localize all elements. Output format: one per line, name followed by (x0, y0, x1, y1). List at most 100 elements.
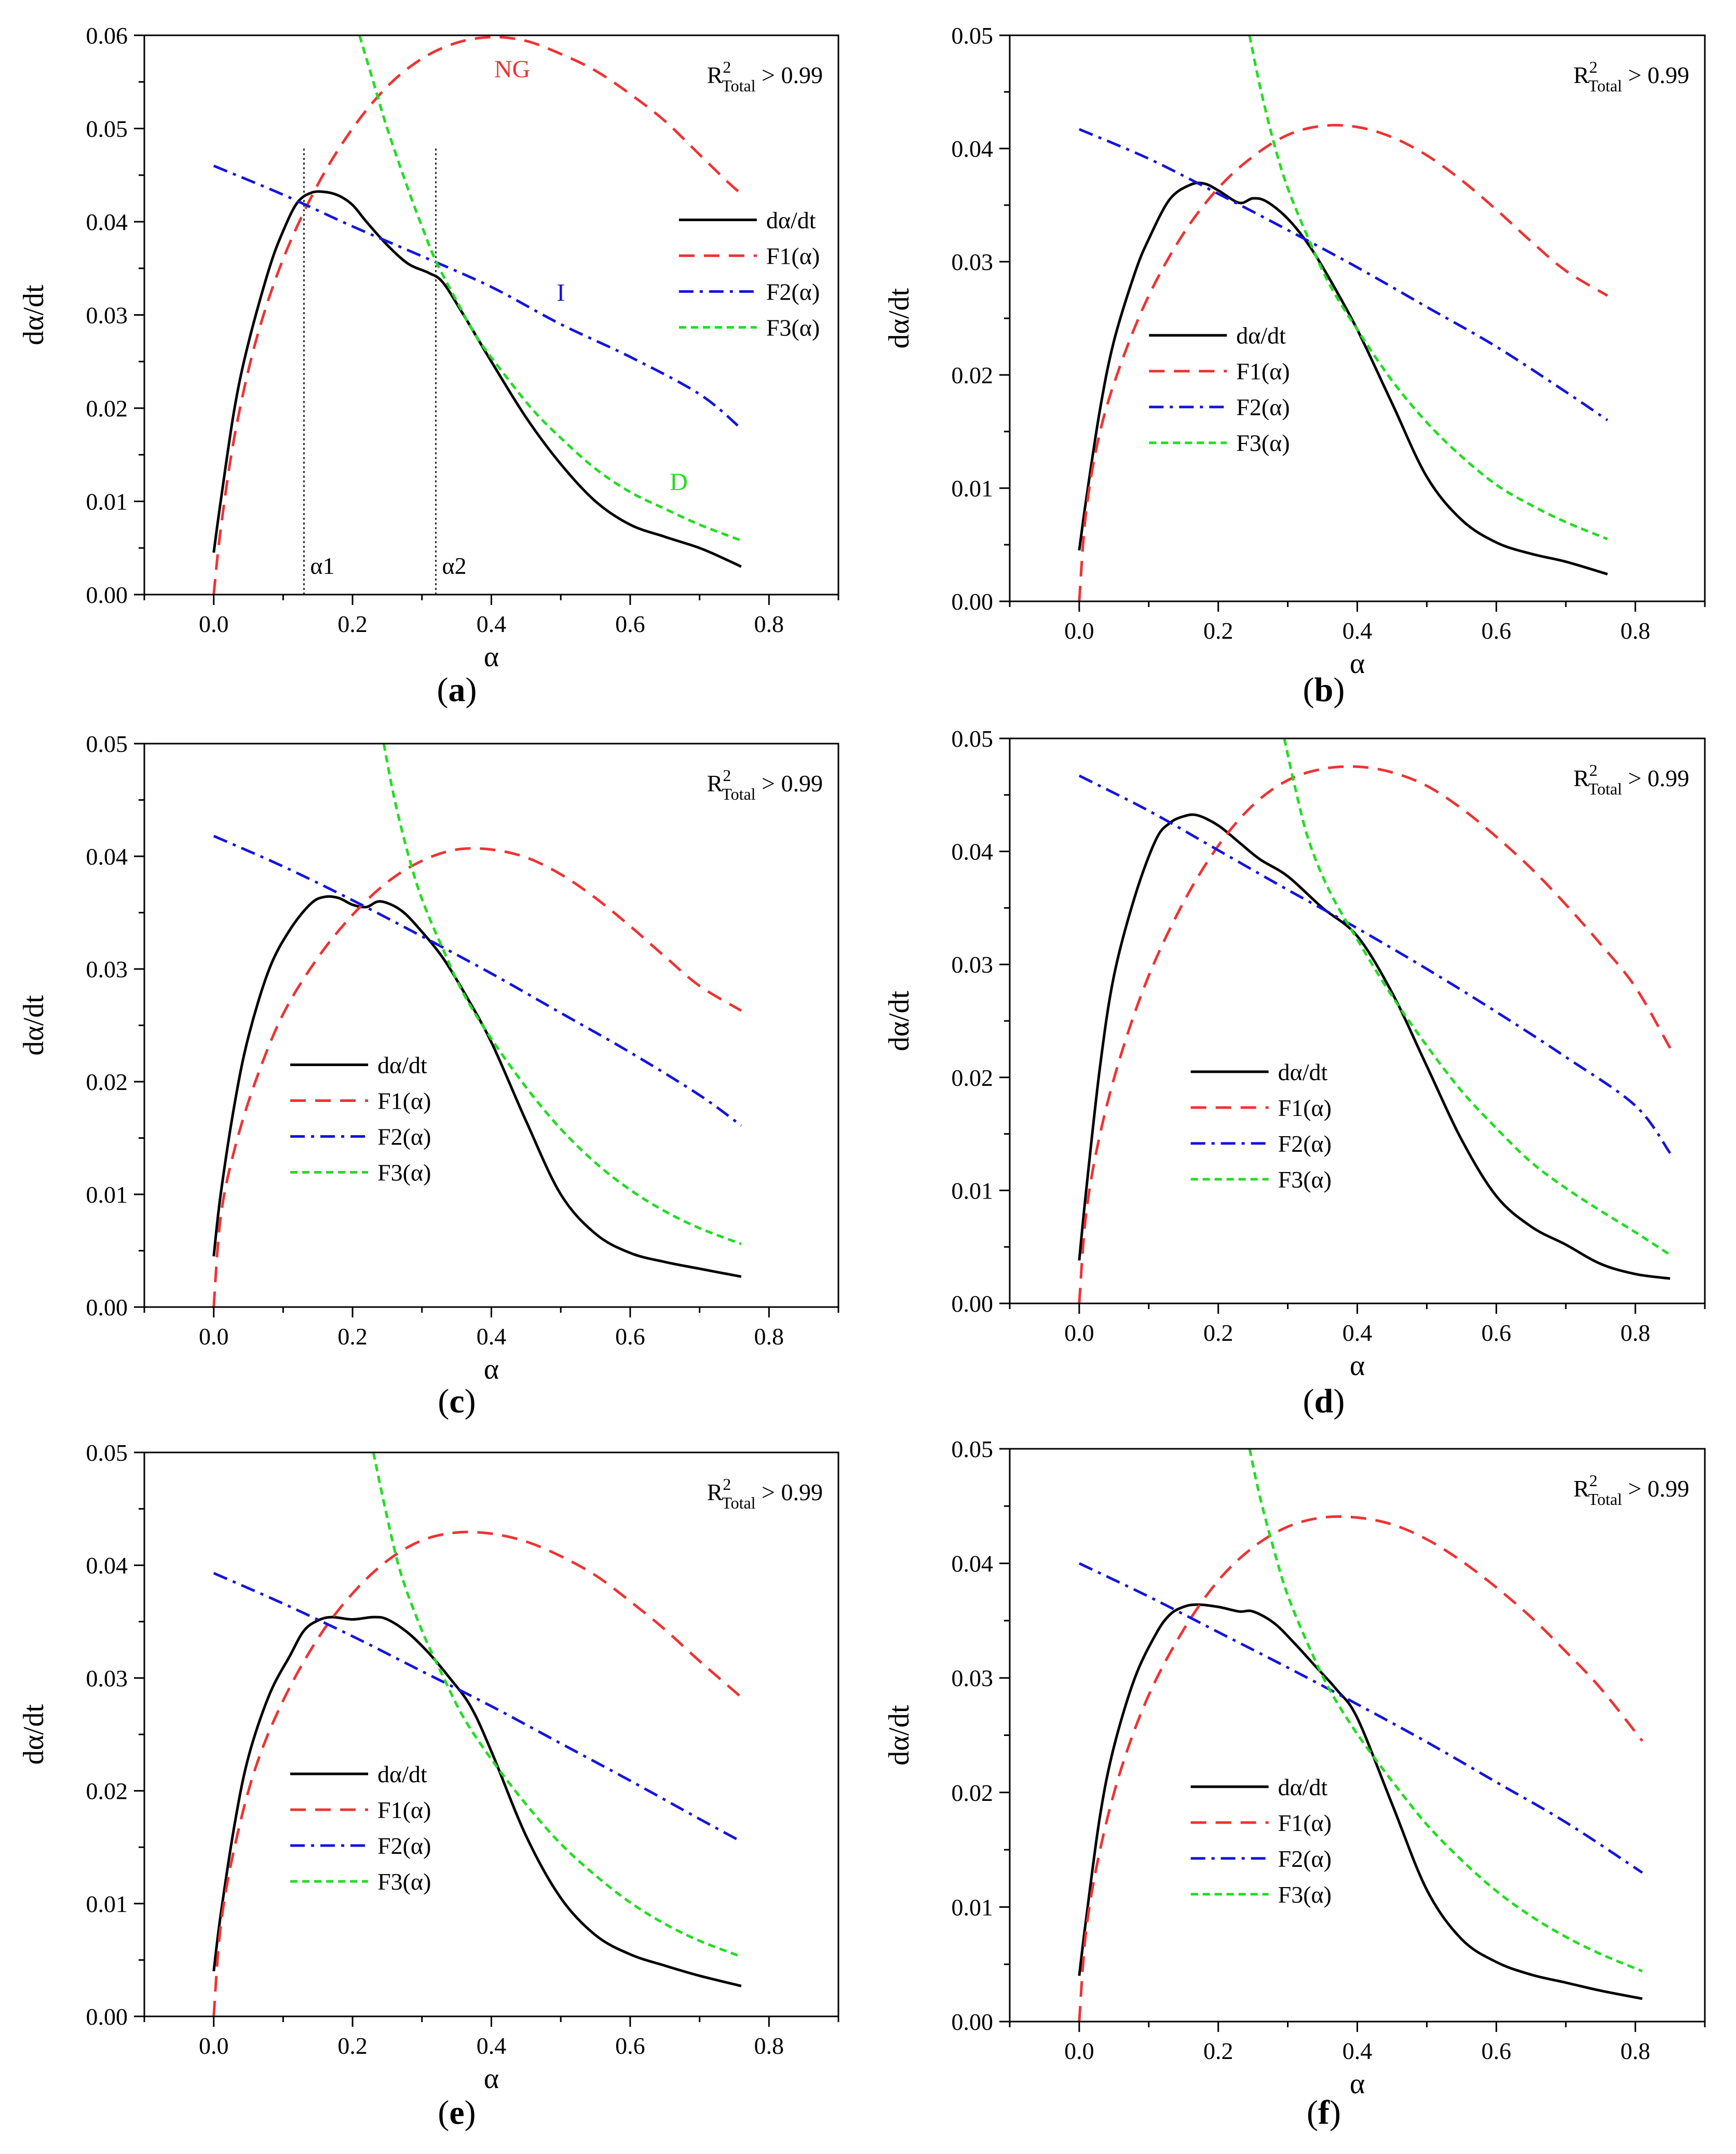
x-tick-label: 0.6 (615, 1323, 645, 1350)
series-group (1078, 738, 1672, 1303)
y-tick-label: 0.03 (952, 249, 994, 275)
y-tick-label: 0.05 (86, 731, 128, 757)
legend-label: dα/dt (377, 1761, 427, 1787)
x-tick-label: 0.2 (337, 2032, 368, 2059)
series-group (212, 744, 742, 1307)
legend-label: dα/dt (1236, 322, 1286, 349)
x-tick-label: 0.8 (754, 2032, 784, 2059)
x-tick-label: 0.4 (1342, 617, 1373, 644)
y-tick-label: 0.03 (952, 1665, 994, 1691)
f1-curve (1078, 124, 1608, 601)
legend-label: F3(α) (377, 1159, 431, 1186)
r2-prefix: R (1574, 765, 1590, 791)
data-curve (212, 190, 742, 568)
panel-caption: (b) (1303, 671, 1345, 709)
y-tick-label: 0.04 (952, 1551, 994, 1577)
f2-curve (1078, 128, 1608, 422)
r2-superscript: 2 (1589, 1471, 1597, 1490)
curve-annotation-i: I (557, 279, 565, 307)
caption-close-paren: ) (1333, 671, 1345, 709)
chart-panel-a: α1 α20.0 0.2 0.4 0.6 0.80.000.010.020.030.040… (18, 22, 839, 709)
x-tick-label: 0.8 (754, 611, 784, 637)
caption-close-paren: ) (465, 2094, 476, 2132)
legend: dα/dt F1(α) F2(α) F3(α) (1190, 1774, 1332, 1908)
f2-curve (213, 164, 742, 430)
f1-curve (212, 1530, 742, 2016)
legend-label: F3(α) (377, 1868, 431, 1895)
legend-label: F1(α) (1278, 1810, 1332, 1836)
y-tick-label: 0.04 (86, 209, 128, 235)
x-tick-label: 0.6 (1482, 2038, 1512, 2064)
x-axis-label: α (1350, 1350, 1365, 1382)
r2-subscript: Total (722, 1493, 755, 1512)
series-group (212, 1452, 742, 2016)
y-tick-label: 0.01 (952, 1894, 994, 1920)
legend-label: F2(α) (1278, 1130, 1332, 1157)
x-tick-label: 0.6 (1482, 1320, 1512, 1346)
x-tick-label: 0.8 (754, 1323, 784, 1350)
f2-curve (213, 834, 742, 1127)
legend-label: F2(α) (766, 278, 820, 305)
legend: dα/dt F1(α) F2(α) F3(α) (290, 1761, 431, 1895)
f1-curve (1078, 1515, 1644, 2022)
curve-annotation-ng: NG (494, 56, 530, 83)
caption-letter: f (1318, 2094, 1330, 2132)
r2-value: > 0.99 (1622, 62, 1689, 88)
f2-curve (1078, 774, 1672, 1154)
legend-label: F3(α) (1278, 1166, 1332, 1193)
r2-prefix: R (1574, 1475, 1590, 1502)
caption-open-paren: ( (1303, 1382, 1314, 1420)
x-tick-label: 0.8 (1620, 617, 1650, 644)
r2-prefix: R (707, 62, 723, 88)
legend-label: F3(α) (1236, 430, 1290, 456)
panel-caption: (f) (1307, 2094, 1341, 2132)
f3-curve (1283, 738, 1671, 1256)
x-axis-label: α (1350, 2068, 1365, 2100)
legend-label: F2(α) (1236, 394, 1290, 421)
r2-annotation: R2 Total > 0.99 (1574, 1471, 1689, 1509)
data-curve (1078, 813, 1671, 1280)
x-tick-label: 0.4 (477, 2032, 507, 2059)
x-tick-label: 0.8 (1620, 1320, 1650, 1346)
y-tick-label: 0.04 (86, 1552, 128, 1579)
chart-panel-e: 0.0 0.2 0.4 0.6 0.8 0.00 0.01 0.02 0.03 0.04 0.05 α… (18, 1439, 839, 2132)
panel-caption: (a) (437, 671, 477, 709)
series-group (212, 35, 742, 595)
r2-subscript: Total (722, 76, 755, 95)
series-group (1078, 1449, 1644, 2022)
plot-frame (1009, 737, 1706, 1304)
r2-value: > 0.99 (756, 1479, 823, 1505)
reference-label: α1 (310, 553, 335, 579)
x-tick-label: 0.4 (477, 611, 507, 637)
legend: dα/dt F1(α) F2(α) F3(α) (290, 1052, 431, 1186)
x-tick-label: 0.4 (1342, 1320, 1373, 1346)
caption-open-paren: ( (1307, 2094, 1318, 2132)
y-tick-label: 0.00 (952, 588, 994, 615)
legend-label: dα/dt (377, 1052, 427, 1078)
legend-label: F3(α) (1278, 1881, 1332, 1908)
y-tick-label: 0.01 (86, 1891, 128, 1917)
x-tick-label: 0.0 (1064, 2038, 1094, 2064)
series-group (1078, 35, 1608, 601)
y-axis-label: dα/dt (883, 990, 915, 1051)
y-tick-label: 0.01 (86, 1181, 128, 1208)
y-tick-label: 0.03 (86, 956, 128, 982)
caption-letter: a (449, 671, 466, 709)
r2-subscript: Total (722, 785, 755, 803)
x-tick-label: 0.0 (199, 2032, 229, 2059)
caption-open-paren: ( (438, 2094, 449, 2132)
caption-letter: b (1314, 671, 1334, 709)
legend-label: dα/dt (1278, 1774, 1328, 1800)
y-tick-label: 0.00 (86, 2003, 128, 2030)
y-tick-label: 0.03 (86, 1665, 128, 1691)
r2-superscript: 2 (723, 58, 731, 76)
r2-subscript: Total (1588, 76, 1622, 95)
y-tick-label: 0.05 (86, 116, 128, 142)
r2-prefix: R (707, 770, 723, 797)
y-tick-label: 0.02 (86, 1069, 128, 1095)
x-tick-label: 0.6 (615, 2032, 645, 2059)
legend: dα/dt F1(α) F2(α) F3(α) (1190, 1059, 1332, 1193)
caption-close-paren: ) (465, 1382, 476, 1420)
x-tick-label: 0.2 (337, 611, 368, 637)
